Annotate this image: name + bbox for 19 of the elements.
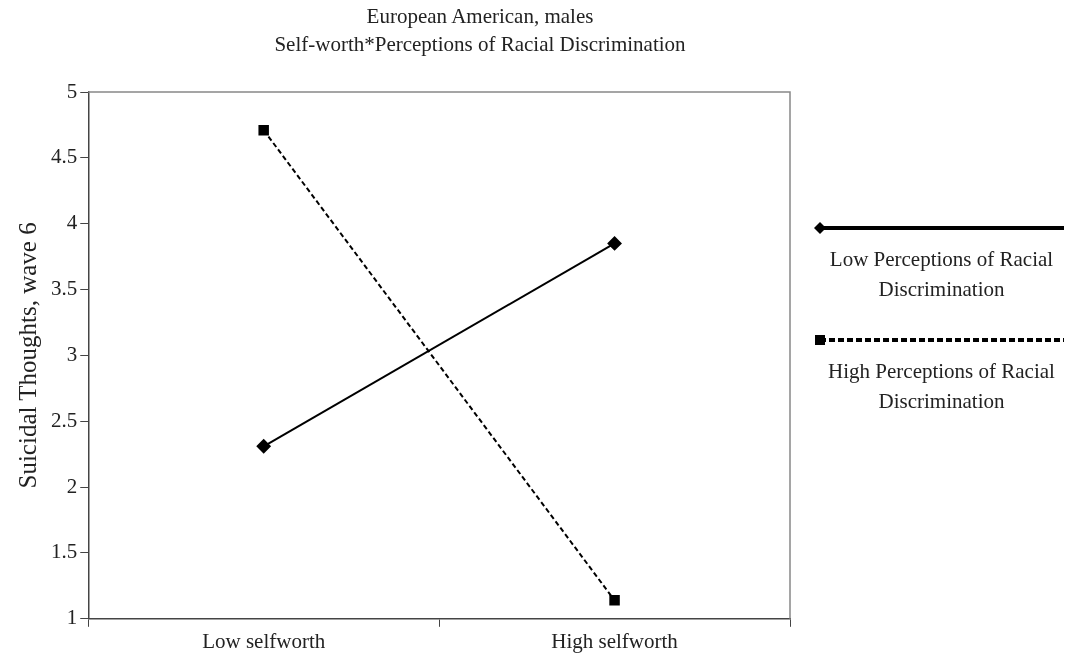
y-tick-label: 3.5 <box>51 276 78 301</box>
point <box>258 124 269 136</box>
y-tick-label: 2.5 <box>51 407 78 432</box>
y-tick-label: 2 <box>66 473 78 498</box>
legend-label: High Perceptions of Racial Discrimination <box>827 358 1056 415</box>
legend-label: Low Perceptions of Racial Discrimination <box>828 246 1055 303</box>
x-tick-label: Low selfworth <box>202 628 326 653</box>
point <box>609 595 620 606</box>
y-axis-title: Suicidal Thoughts, wave 6 <box>13 222 41 489</box>
x-tick-label: High selfworth <box>551 628 679 653</box>
y-tick-label: 4 <box>66 210 78 235</box>
y-tick-label: 1 <box>66 605 78 630</box>
y-tick-label: 5 <box>66 78 78 103</box>
y-tick-label: 4.5 <box>51 144 78 169</box>
y-tick-label: 3 <box>66 341 78 366</box>
point <box>607 236 622 251</box>
point <box>256 439 271 454</box>
chart-title: European American, males Self-worth*Perceptions of Racial Discrimination <box>273 3 687 58</box>
y-tick-label: 1.5 <box>51 539 78 564</box>
